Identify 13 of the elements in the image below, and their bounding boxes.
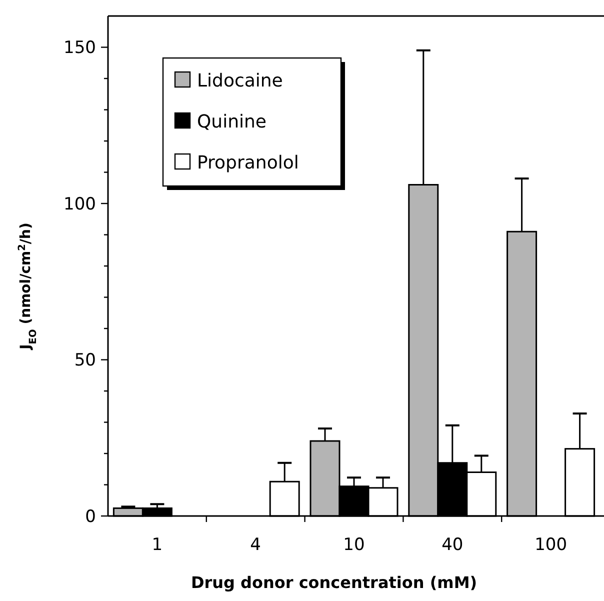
y-tick-label: 100 — [64, 194, 96, 214]
x-axis-title: Drug donor concentration (mM) — [190, 573, 478, 592]
x-tick-label: 1 — [152, 535, 163, 555]
legend-label: Lidocaine — [197, 70, 283, 92]
y-tick-label: 0 — [85, 506, 96, 527]
x-tick-label: 100 — [534, 535, 568, 555]
x-tick-label: 10 — [343, 535, 365, 555]
y-tick-label: 150 — [64, 38, 96, 58]
legend-label: Propranolol — [197, 152, 299, 174]
x-tick-label: 40 — [442, 535, 464, 555]
y-tick-label: 50 — [74, 350, 96, 371]
legend-label: Quinine — [197, 111, 266, 132]
x-tick-label: 4 — [250, 535, 262, 555]
